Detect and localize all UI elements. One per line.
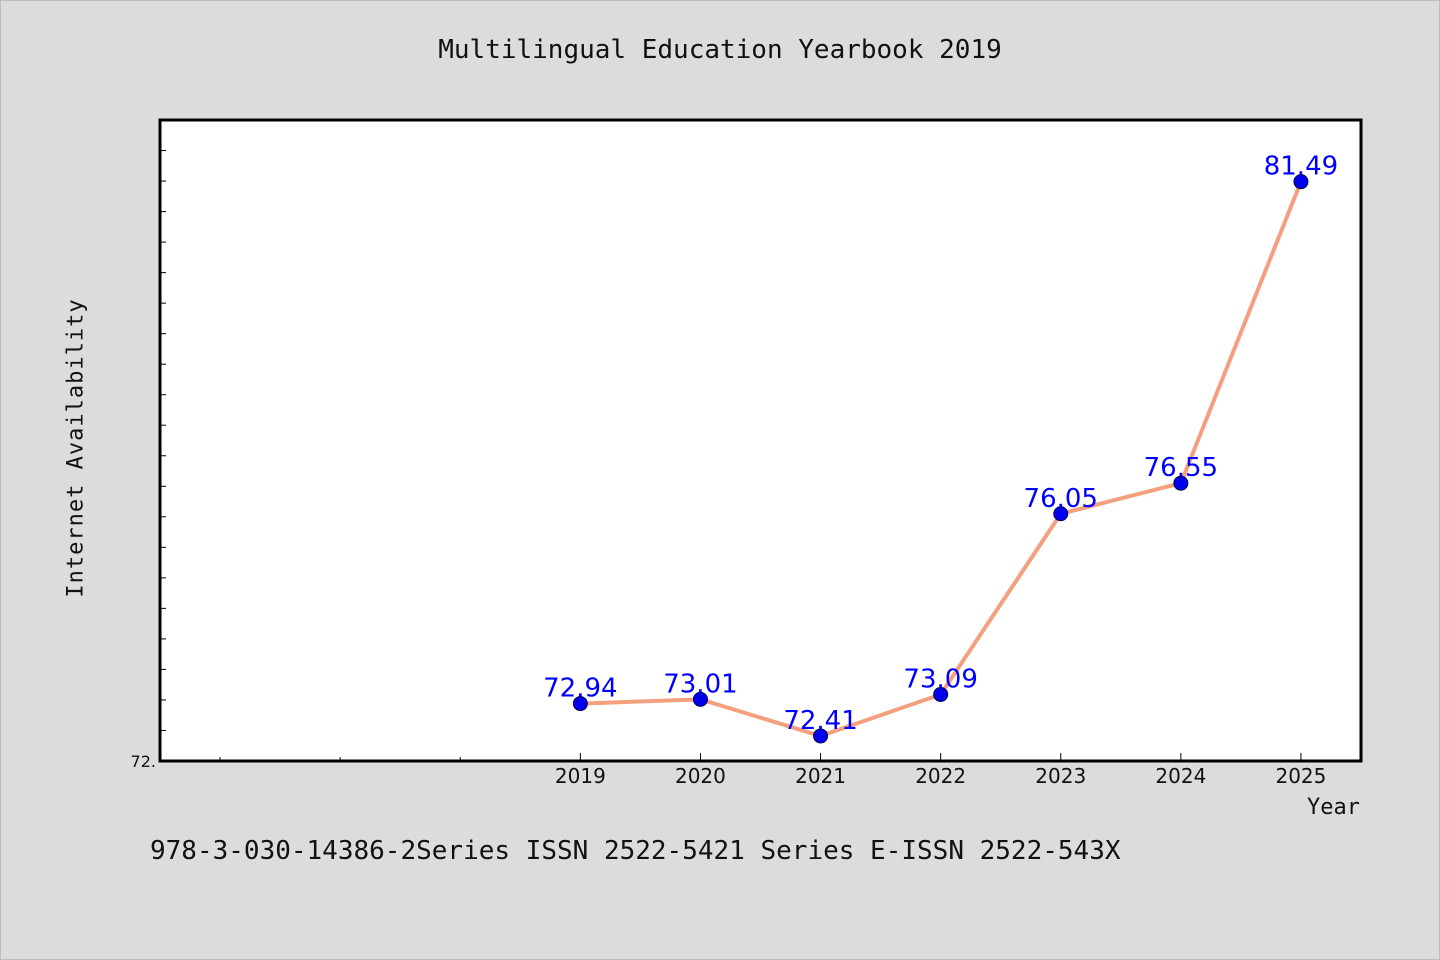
x-tick-label: 2023 (1035, 764, 1086, 788)
data-label: 81.49 (1264, 152, 1338, 182)
data-label: 76.05 (1024, 484, 1098, 514)
data-label: 73.01 (663, 669, 737, 699)
x-tick-label: 2019 (555, 764, 606, 788)
x-axis-label: Year (1307, 795, 1360, 820)
x-tick-label: 2020 (675, 764, 726, 788)
data-point (933, 686, 949, 702)
data-point (692, 691, 708, 707)
data-point (1173, 475, 1189, 491)
x-tick-label: 2024 (1155, 764, 1206, 788)
isbn-issn-footnote: 978-3-030-14386-2Series ISSN 2522-5421 S… (150, 836, 1121, 866)
x-tick-label: 2021 (795, 764, 846, 788)
data-point (1293, 174, 1309, 190)
y-tick-label: 72. (131, 752, 156, 771)
plot-area (160, 120, 1361, 761)
chart-title: Multilingual Education Yearbook 2019 (438, 35, 1002, 65)
data-label: 76.55 (1144, 453, 1218, 483)
x-tick-label: 2022 (915, 764, 966, 788)
data-point (1053, 506, 1069, 522)
data-point (813, 728, 829, 744)
x-tick-label: 2025 (1275, 764, 1326, 788)
data-point (572, 696, 588, 712)
data-label: 72.94 (543, 674, 617, 704)
data-label: 72.41 (783, 706, 857, 736)
data-label: 73.09 (903, 664, 977, 694)
plot-border (158, 118, 1363, 763)
